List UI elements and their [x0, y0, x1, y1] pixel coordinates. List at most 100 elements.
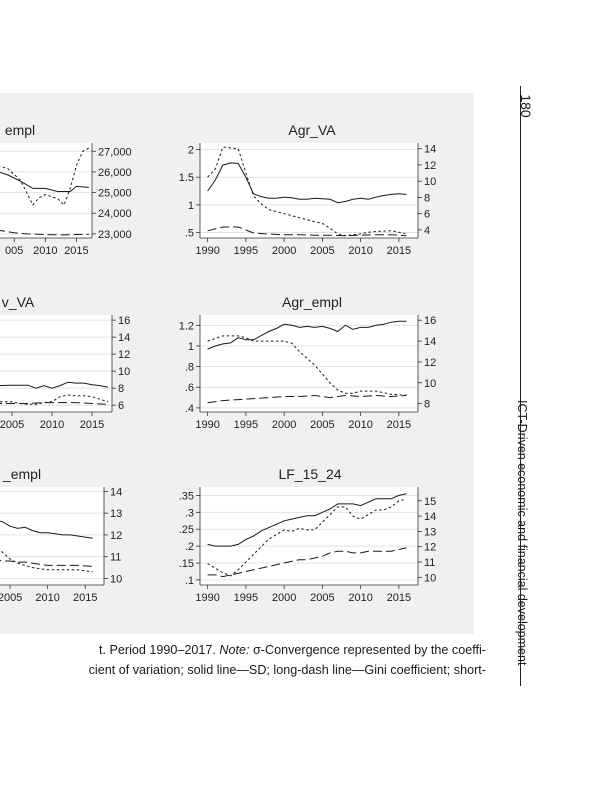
left-tick-label: .8 — [185, 362, 194, 374]
left-tick-label: 1.2 — [179, 320, 194, 332]
running-head-text: ICT-Driven economic and financial develo… — [515, 400, 529, 666]
x-tick-label: 1990 — [195, 245, 219, 257]
chart-lf_empl: _empl 2005 2010 2015 10 11 12 13 14 — [0, 466, 122, 604]
right-tick-label: 10 — [118, 366, 130, 378]
series-line-solid — [0, 381, 109, 389]
plot-area — [0, 315, 112, 412]
chart-v_va: v_VA 2005 2010 2015 6 8 10 12 14 16 — [0, 294, 130, 431]
x-tick-label: 2010 — [40, 419, 64, 431]
series-line-long-dash — [0, 229, 89, 236]
plot-area — [0, 487, 104, 585]
x-tick-label: 2010 — [35, 592, 59, 604]
plot-area — [0, 143, 92, 238]
x-tick-label: 2000 — [272, 592, 296, 604]
right-tick-label: 12 — [110, 530, 122, 542]
series-line-long-dash — [207, 547, 407, 578]
right-tick-label: 11 — [424, 557, 435, 569]
left-tick-label: 1 — [188, 200, 194, 212]
margin-rule — [520, 86, 521, 686]
chart-title: LF_15_24 — [278, 466, 341, 482]
x-tick-label: 2010 — [348, 419, 372, 431]
right-tick-label: 8 — [118, 383, 124, 395]
left-tick-label: 1.5 — [179, 172, 194, 184]
x-tick-label: 1990 — [195, 592, 219, 604]
chart-agr_va: Agr_VA 1990 1995 2000 2005 2010 2015 .5 1 1.5 2 4 6 8… — [179, 122, 437, 257]
series-line-solid — [207, 320, 407, 350]
series-line-short-dash — [0, 147, 90, 206]
series-line-long-dash — [207, 394, 407, 404]
chart-empl: empl 005 2010 2015 23,000 24,000 25,000 26,000 2… — [0, 122, 132, 257]
series-line-short-dash — [207, 498, 407, 577]
left-tick-label: .2 — [185, 541, 194, 553]
plot-area — [200, 487, 418, 585]
right-tick-label: 27,000 — [98, 146, 132, 158]
left-tick-label: .35 — [179, 490, 194, 502]
right-tick-label: 6 — [118, 400, 124, 412]
left-tick-label: .5 — [185, 227, 194, 239]
x-tick-label: 1995 — [234, 245, 258, 257]
right-tick-label: 14 — [424, 336, 436, 348]
x-tick-label: 2015 — [387, 592, 411, 604]
left-tick-label: 1 — [188, 341, 194, 353]
figure-caption-line-2: cient of variation; solid line—SD; long-… — [88, 663, 486, 677]
right-tick-label: 13 — [110, 508, 122, 520]
right-tick-label: 24,000 — [98, 208, 132, 220]
right-tick-label: 10 — [424, 176, 436, 188]
right-tick-label: 4 — [424, 225, 430, 237]
right-tick-label: 14 — [110, 486, 122, 498]
chart-title: _empl — [2, 466, 41, 482]
series-line-short-dash — [0, 394, 109, 405]
series-line-long-dash — [0, 559, 93, 567]
left-tick-label: .1 — [185, 575, 194, 587]
right-tick-label: 8 — [424, 192, 430, 204]
x-tick-label: 2005 — [310, 419, 334, 431]
right-tick-label: 6 — [424, 209, 430, 221]
plot-area — [200, 315, 418, 412]
x-tick-label: 2010 — [348, 245, 372, 257]
x-tick-label: 2015 — [64, 245, 88, 257]
x-tick-label: 2000 — [272, 419, 296, 431]
chart-title: Agr_empl — [282, 294, 342, 310]
chart-lf_15_24: LF_15_24 1990 1995 2000 2005 2010 2015 .1 .15 .2.… — [179, 466, 437, 604]
x-tick-label: 2010 — [33, 245, 57, 257]
right-tick-label: 14 — [424, 144, 436, 156]
caption-text-pre: t. Period 1990–2017. — [98, 643, 220, 657]
right-tick-label: 12 — [118, 349, 130, 361]
x-tick-label: 2005 — [310, 245, 334, 257]
left-tick-label: .6 — [185, 382, 194, 394]
series-line-solid — [0, 520, 93, 539]
figure-caption-line-1: t. Period 1990–2017. Note: σ-Convergence… — [0, 643, 486, 657]
x-tick-label: 2005 — [0, 592, 22, 604]
right-tick-label: 10 — [424, 572, 436, 584]
left-tick-label: .15 — [179, 558, 194, 570]
plot-area — [200, 143, 418, 238]
x-tick-label: 1995 — [234, 419, 258, 431]
series-line-long-dash — [207, 226, 407, 237]
chart-title: Agr_VA — [288, 122, 336, 138]
right-tick-label: 13 — [424, 526, 436, 538]
chart-agr_empl: Agr_empl 1990 1995 2000 2005 2010 2015 .4 .6 .8 1 1… — [179, 294, 437, 431]
caption-text-post: σ-Convergence represented by the coeffi- — [249, 643, 486, 657]
left-tick-label: .25 — [179, 524, 194, 536]
x-tick-label: 2005 — [0, 419, 24, 431]
x-tick-label: 2015 — [387, 245, 411, 257]
right-tick-label: 16 — [118, 315, 130, 327]
right-tick-label: 26,000 — [98, 167, 132, 179]
left-tick-label: .4 — [185, 403, 194, 415]
x-tick-label: 005 — [5, 245, 23, 257]
x-tick-label: 2015 — [73, 592, 97, 604]
series-line-long-dash — [0, 402, 109, 405]
chart-title: empl — [5, 122, 35, 138]
x-tick-label: 1995 — [234, 592, 258, 604]
series-line-solid — [207, 162, 407, 204]
right-tick-label: 23,000 — [98, 229, 132, 241]
series-line-solid — [0, 171, 89, 192]
series-line-short-dash — [207, 146, 407, 237]
x-tick-label: 2015 — [387, 419, 411, 431]
right-tick-label: 14 — [424, 511, 436, 523]
left-tick-label: 2 — [188, 145, 194, 157]
right-tick-label: 14 — [118, 332, 130, 344]
caption-note-label: Note: — [219, 643, 250, 657]
right-tick-label: 15 — [424, 496, 436, 508]
x-tick-label: 2015 — [80, 419, 104, 431]
